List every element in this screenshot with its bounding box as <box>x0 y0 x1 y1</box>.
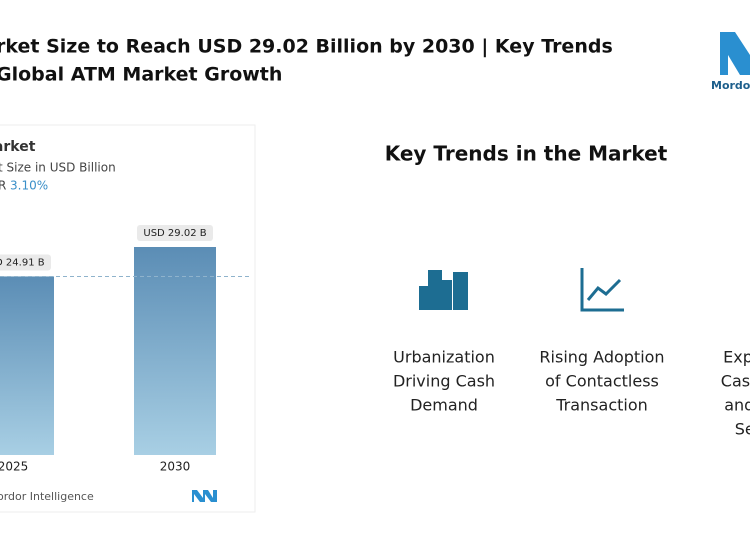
x-tick-label: 2025 <box>0 460 28 474</box>
icon-buildings <box>419 270 468 310</box>
value-label-box <box>137 225 213 241</box>
trend-label: Cash-F <box>721 372 750 391</box>
header-line: Global ATM Market Growth <box>0 64 282 86</box>
trend-label: Transaction <box>555 396 648 415</box>
cagr-label: R <box>0 179 6 193</box>
bar-chart: USD 24.91 B 2025 USD 29.02 B 2030 <box>0 225 250 474</box>
trend-label: Driving Cash <box>393 372 495 391</box>
value-label-box <box>0 254 51 271</box>
trend-label: and D <box>724 396 750 415</box>
value-label: USD 24.91 B <box>0 257 45 268</box>
chart-subtitle: t Size in USD Billion <box>0 161 116 175</box>
source-logo <box>192 490 217 502</box>
bar <box>0 276 54 455</box>
value-label: USD 29.02 B <box>143 228 206 239</box>
trend-label: of Contactless <box>545 372 659 391</box>
cagr-value: 3.10% <box>10 179 48 193</box>
trend-label: Demand <box>410 396 478 415</box>
trend-list: Urbanization Driving Cash Demand Rising Ado… <box>393 348 750 439</box>
trend-label: Ser <box>735 420 750 439</box>
x-tick-label: 2030 <box>160 460 191 474</box>
header-line: rket Size to Reach USD 29.02 Billion by … <box>0 36 613 58</box>
chart-title: Market <box>0 139 36 155</box>
trend-label: Urbanization <box>393 348 495 367</box>
trends-title: Key Trends in the Market <box>385 142 668 166</box>
trend-label: Expan <box>723 348 750 367</box>
bar <box>134 247 216 455</box>
icon-growth <box>580 268 624 312</box>
trend-label: Rising Adoption <box>539 348 664 367</box>
